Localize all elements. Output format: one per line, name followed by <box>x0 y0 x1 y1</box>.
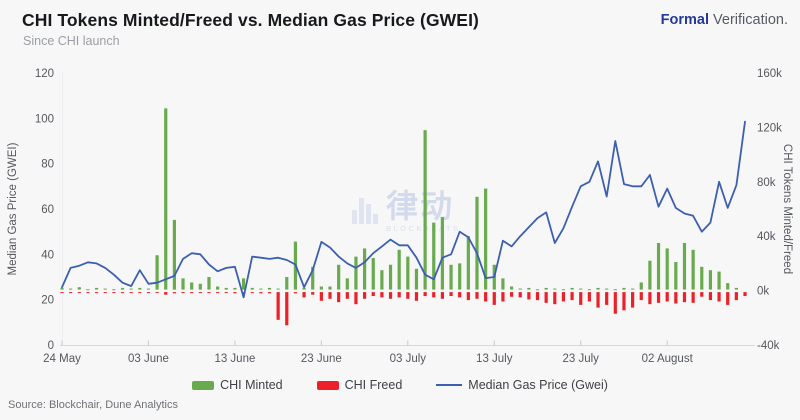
svg-text:13 June: 13 June <box>214 353 255 365</box>
svg-text:0: 0 <box>48 340 54 352</box>
svg-text:80: 80 <box>41 159 54 171</box>
y-axis-right-ticks: -40k 0k 40k 80k 120k 160k <box>757 68 782 352</box>
svg-text:60: 60 <box>41 204 54 216</box>
x-axis: 24 May 03 June 13 June 23 June 03 July 13 Jul… <box>43 73 755 365</box>
svg-text:120: 120 <box>35 68 54 80</box>
svg-text:80k: 80k <box>757 177 776 189</box>
minted-swatch-icon <box>192 380 215 390</box>
chart-legend: CHI Minted CHI Freed Median Gas Price (G… <box>0 378 800 392</box>
svg-text:23 June: 23 June <box>301 353 342 365</box>
svg-text:120k: 120k <box>757 122 782 134</box>
svg-text:13 July: 13 July <box>476 353 513 365</box>
legend-item-freed: CHI Freed <box>316 378 403 392</box>
svg-text:03 June: 03 June <box>128 353 169 365</box>
gas-price-line <box>61 120 746 299</box>
gas-price-line-swatch-icon <box>436 384 463 386</box>
svg-text:23 July: 23 July <box>563 353 600 365</box>
svg-text:40: 40 <box>41 249 54 261</box>
page-title: CHI Tokens Minted/Freed vs. Median Gas P… <box>22 10 479 30</box>
brand-logo: Formal Verification. <box>661 12 788 28</box>
svg-text:0k: 0k <box>757 286 769 298</box>
brand-logo-bold: Formal <box>660 12 709 28</box>
freed-swatch-icon <box>316 380 339 390</box>
svg-text:40k: 40k <box>757 231 776 243</box>
freed-bars <box>60 292 747 326</box>
legend-label-freed: CHI Freed <box>344 378 403 392</box>
svg-text:20: 20 <box>41 295 54 307</box>
minted-bars <box>60 108 738 291</box>
svg-text:02 August: 02 August <box>642 353 694 365</box>
svg-text:24 May: 24 May <box>43 353 81 365</box>
legend-item-minted: CHI Minted <box>192 378 283 392</box>
page-subtitle: Since CHI launch <box>23 34 120 48</box>
svg-text:160k: 160k <box>757 68 782 80</box>
legend-item-gas-price: Median Gas Price (Gwei) <box>436 378 608 392</box>
svg-text:-40k: -40k <box>757 340 780 352</box>
brand-logo-rest: Verification. <box>709 12 788 28</box>
y-axis-left-ticks: 0 20 40 60 80 100 120 <box>35 68 54 352</box>
legend-label-minted: CHI Minted <box>220 378 283 392</box>
legend-label-gas-price: Median Gas Price (Gwei) <box>468 378 608 392</box>
source-attribution: Source: Blockchair, Dune Analytics <box>8 399 178 411</box>
svg-text:03 July: 03 July <box>390 353 427 365</box>
svg-text:100: 100 <box>35 113 54 125</box>
